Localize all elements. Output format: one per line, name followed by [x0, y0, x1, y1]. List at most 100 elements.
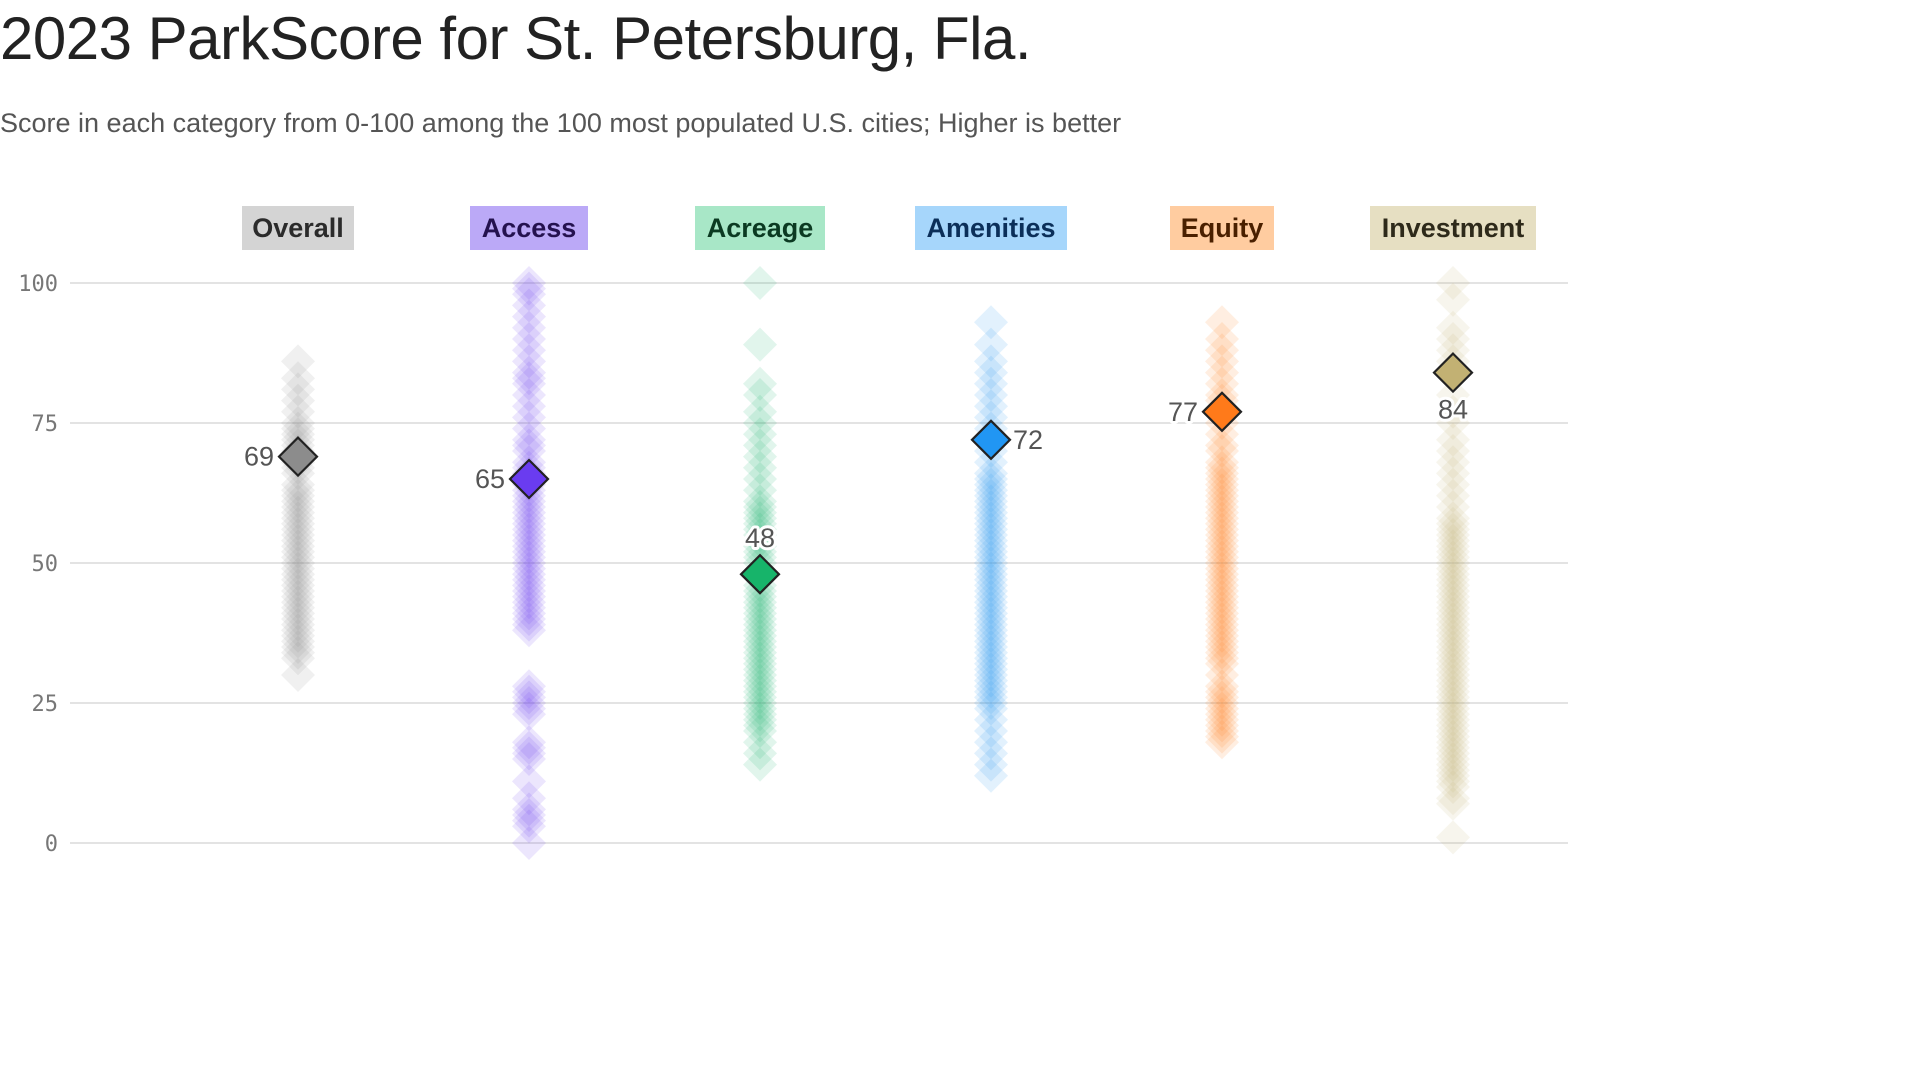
amenities-city-dot: [974, 534, 1008, 569]
amenities-city-dot: [974, 691, 1008, 726]
investment-city-dot: [1436, 506, 1470, 541]
investment-city-dot: [1436, 434, 1470, 468]
access-city-dot: [512, 686, 546, 720]
investment-city-dot: [1436, 501, 1470, 536]
equity-city-dot: [1205, 630, 1239, 664]
equity-city-dot: [1205, 484, 1239, 519]
overall-city-dot: [281, 658, 315, 692]
overall-city-dot: [281, 495, 315, 530]
access-city-dot: [512, 697, 546, 732]
acreage-city-dot: [743, 523, 777, 558]
acreage-city-dot: [743, 450, 777, 485]
equity-city-dot: [1205, 445, 1239, 480]
amenities-header-label: Amenities: [926, 213, 1055, 243]
acreage-city-dot: [743, 579, 777, 614]
investment-city-dot: [1436, 753, 1470, 788]
y-tick-label: 75: [32, 412, 59, 437]
overall-city-dot: [281, 546, 315, 580]
overall-city-dot: [281, 406, 315, 440]
access-city-dot: [512, 512, 546, 547]
investment-city-dot: [1436, 781, 1470, 816]
amenities-city-dot: [974, 618, 1008, 653]
access-city-dot: [512, 344, 546, 379]
amenities-city-dot: [974, 344, 1008, 379]
investment-header-badge: [1370, 206, 1536, 250]
acreage-city-dot: [743, 484, 777, 519]
amenities-city-dot: [974, 574, 1008, 608]
amenities-city-dot: [974, 652, 1008, 687]
equity-city-dot: [1205, 618, 1239, 653]
amenities-city-dot: [974, 663, 1008, 698]
equity-city-dot: [1205, 417, 1239, 452]
equity-header-label: Equity: [1181, 213, 1264, 243]
overall-city-dot: [281, 562, 315, 597]
acreage-city-dot: [743, 428, 777, 463]
investment-city-dot: [1436, 456, 1470, 491]
overall-city-dot: [281, 624, 315, 659]
overall-city-dot: [281, 478, 315, 513]
acreage-city-dot: [743, 518, 777, 552]
access-city-dot: [512, 546, 546, 580]
investment-city-dot: [1436, 736, 1470, 771]
amenities-city-dot: [974, 579, 1008, 614]
acreage-city-dot: [743, 534, 777, 569]
amenities-city-dot: [974, 736, 1008, 771]
access-city-dot: [512, 361, 546, 396]
access-city-dot: [512, 299, 546, 334]
equity-value-label: 77: [1168, 397, 1198, 427]
investment-city-dot: [1436, 590, 1470, 625]
equity-city-dot: [1205, 590, 1239, 625]
equity-city-dot: [1205, 641, 1239, 676]
investment-city-dot: [1436, 646, 1470, 681]
investment-city-dot: [1436, 523, 1470, 558]
equity-city-dot: [1205, 529, 1239, 564]
amenities-city-dot: [974, 478, 1008, 513]
overall-city-dot: [281, 635, 315, 670]
investment-city-dot: [1436, 310, 1470, 345]
acreage-city-dot: [743, 691, 777, 726]
investment-city-dot: [1436, 691, 1470, 726]
investment-city-dot: [1436, 529, 1470, 564]
overall-city-dot: [281, 506, 315, 541]
overall-city-dot: [281, 585, 315, 620]
y-tick-label: 100: [18, 272, 58, 297]
acreage-city-dot: [743, 663, 777, 698]
acreage-city-dot: [743, 697, 777, 732]
acreage-city-dot: [743, 462, 777, 496]
overall-city-dot: [281, 529, 315, 564]
amenities-city-dot: [974, 400, 1008, 435]
acreage-city-dot: [743, 473, 777, 508]
amenities-city-dot: [974, 562, 1008, 597]
investment-city-dot: [1436, 551, 1470, 586]
investment-city-dot: [1436, 624, 1470, 659]
acreage-st-petersburg-marker: [739, 553, 781, 595]
investment-city-dot: [1436, 742, 1470, 776]
amenities-city-dot: [974, 456, 1008, 491]
amenities-city-dot: [974, 445, 1008, 480]
overall-city-dot: [281, 630, 315, 664]
amenities-city-dot: [974, 680, 1008, 715]
equity-city-dot: [1205, 512, 1239, 547]
equity-city-dot: [1205, 546, 1239, 580]
investment-city-dot: [1436, 613, 1470, 648]
amenities-city-dot: [974, 557, 1008, 592]
equity-city-dot: [1205, 518, 1239, 552]
access-city-dot: [512, 596, 546, 631]
amenities-value-label: 72: [1013, 425, 1043, 455]
amenities-city-dot: [974, 590, 1008, 625]
overall-city-dot: [281, 596, 315, 631]
acreage-value-label: 48: [745, 523, 775, 553]
access-city-dot: [512, 540, 546, 575]
amenities-city-dot: [974, 674, 1008, 709]
overall-city-dot: [281, 467, 315, 502]
amenities-city-dot: [974, 355, 1008, 390]
investment-city-dot: [1436, 702, 1470, 737]
acreage-city-dot: [743, 686, 777, 720]
investment-city-dot: [1436, 820, 1470, 855]
equity-city-dot: [1205, 574, 1239, 608]
equity-city-dot: [1205, 473, 1239, 508]
acreage-city-dot: [743, 366, 777, 401]
access-city-dot: [512, 529, 546, 564]
acreage-city-dot: [743, 630, 777, 664]
gridlines: [70, 282, 1568, 844]
